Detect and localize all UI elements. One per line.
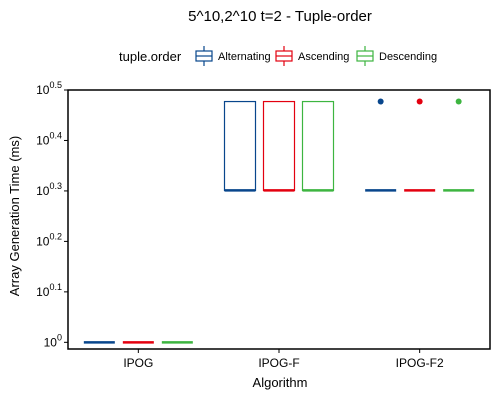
y-tick-label: 100.5: [36, 80, 62, 97]
y-tick-label: 100.1: [36, 282, 62, 299]
y-tick-label: 100.2: [36, 231, 62, 248]
box-body: [262, 100, 296, 192]
box-body: [223, 100, 257, 192]
box-ascending-ipog-f2: [404, 98, 436, 192]
y-tick-label: 100: [44, 332, 62, 349]
legend-label: Alternating: [218, 51, 271, 63]
y-axis: 100 100.1 100.2 100.3 100.4 100.5: [36, 80, 68, 349]
box-descending-ipog-f: [301, 100, 335, 192]
y-tick-label: 100.4: [36, 130, 62, 147]
boxes: [83, 98, 475, 344]
legend-label: Ascending: [298, 51, 349, 63]
box-outlier: [455, 98, 462, 105]
x-axis-title: Algorithm: [253, 375, 308, 390]
legend-item-descending: Descending: [356, 46, 437, 66]
x-axis: IPOG IPOG-F IPOG-F2: [123, 349, 444, 370]
box-outlier: [416, 98, 423, 105]
x-tick-label: IPOG-F2: [396, 356, 444, 370]
chart-title: 5^10,2^10 t=2 - Tuple-order: [188, 8, 372, 25]
box-outlier: [377, 98, 384, 105]
box-descending-ipog-f2: [443, 98, 475, 192]
box-alternating-ipog-f: [223, 100, 257, 192]
y-axis-title: Array Generation Time (ms): [7, 136, 22, 296]
legend-item-ascending: Ascending: [275, 46, 349, 66]
legend-item-alternating: Alternating: [195, 46, 271, 66]
box-alternating-ipog-f2: [365, 98, 397, 192]
box-body: [301, 100, 335, 192]
x-tick-label: IPOG-F: [258, 356, 299, 370]
legend-title: tuple.order: [119, 49, 182, 64]
legend: tuple.order Alternating Ascending Descendi…: [119, 46, 437, 66]
y-tick-label: 100.3: [36, 181, 62, 198]
legend-label: Descending: [379, 51, 437, 63]
box-ascending-ipog-f: [262, 100, 296, 192]
x-tick-label: IPOG: [123, 356, 153, 370]
